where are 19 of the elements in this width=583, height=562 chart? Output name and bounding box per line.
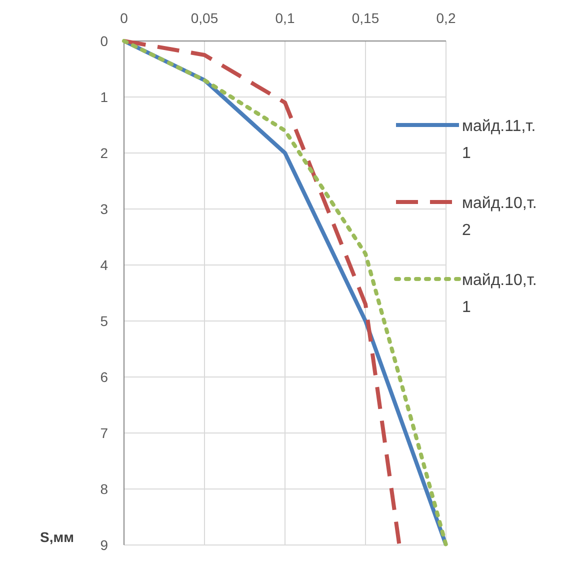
- y-tick-label: 2: [100, 145, 108, 161]
- y-tick-label: 7: [100, 425, 108, 441]
- y-tick-label: 3: [100, 201, 108, 217]
- x-tick-label: 0,2: [436, 10, 456, 26]
- x-tick-label: 0: [120, 10, 128, 26]
- y-tick-label: 6: [100, 369, 108, 385]
- y-tick-label: 1: [100, 89, 108, 105]
- x-tick-label: 0,05: [190, 10, 218, 26]
- y-tick-label: 0: [100, 33, 108, 49]
- y-tick-label: 4: [100, 257, 108, 273]
- y-tick-label: 9: [100, 537, 108, 553]
- y-axis-title: S,мм: [40, 529, 74, 545]
- legend-label: майд.11,т.1: [462, 118, 536, 162]
- legend-label: майд.10,т.2: [462, 195, 537, 239]
- x-tick-label: 0,1: [275, 10, 295, 26]
- legend-label: майд.10,т.1: [462, 272, 537, 316]
- y-tick-label: 8: [100, 481, 108, 497]
- y-tick-label: 5: [100, 313, 108, 329]
- x-tick-label: 0,15: [352, 10, 380, 26]
